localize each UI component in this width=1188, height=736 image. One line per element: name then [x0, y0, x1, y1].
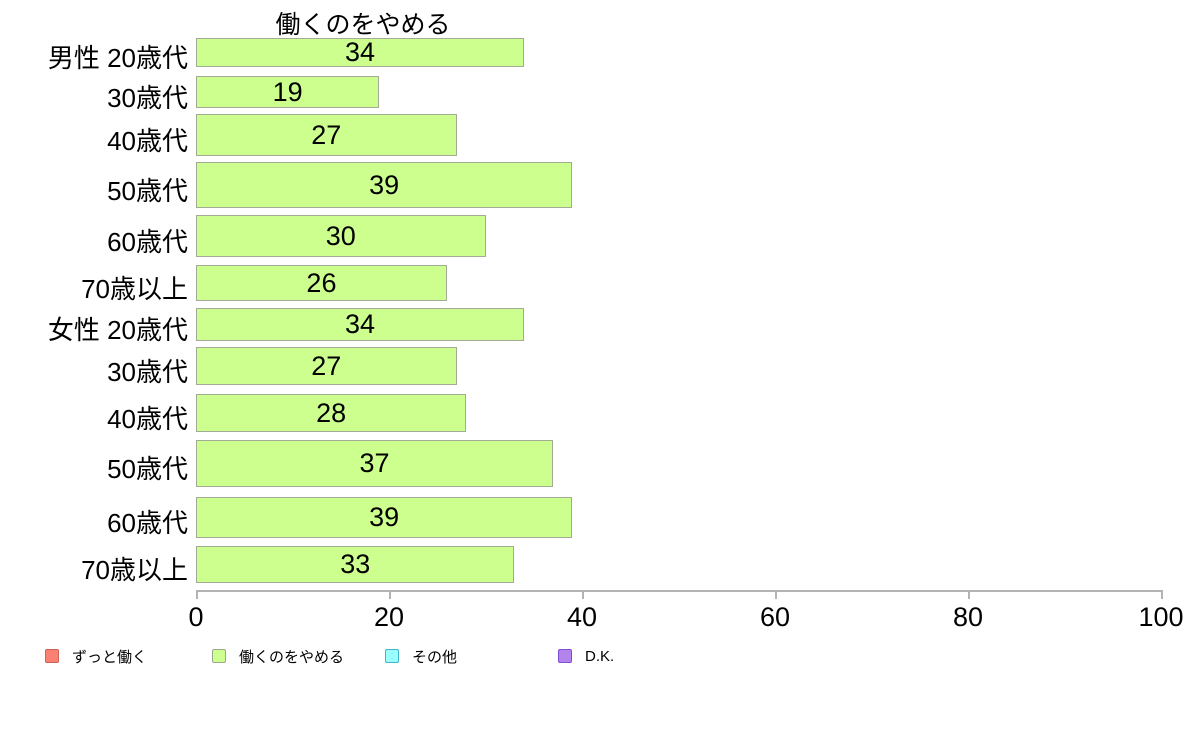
legend-swatch [45, 649, 59, 663]
legend-label: 働くのをやめる [239, 648, 345, 666]
bar-value-label: 27 [311, 350, 342, 381]
bar: 26 [196, 265, 447, 301]
bar: 34 [196, 307, 525, 341]
legend-swatch [385, 649, 399, 663]
bar: 27 [196, 347, 457, 385]
bar-value-label: 27 [311, 119, 342, 150]
category-label: 50歳代 [107, 454, 188, 484]
bar-value-label: 39 [369, 501, 400, 532]
x-axis-tick [775, 590, 777, 599]
category-label: 40歳代 [107, 126, 188, 156]
category-label: 60歳代 [107, 227, 188, 257]
legend-label: その他 [412, 648, 458, 666]
bar-value-label: 34 [345, 36, 376, 67]
x-axis-tick-label: 0 [188, 602, 204, 632]
bar: 33 [196, 545, 515, 583]
legend-item: 働くのをやめる [212, 647, 345, 666]
x-axis-tick-label: 100 [1138, 602, 1184, 632]
x-axis-tick [968, 590, 970, 599]
x-axis-tick-label: 60 [759, 602, 791, 632]
category-label: 70歳以上 [81, 555, 188, 585]
bar: 39 [196, 162, 573, 208]
legend-label: ずっと働く [72, 648, 148, 666]
category-label: 60歳代 [107, 508, 188, 538]
bar: 27 [196, 114, 457, 156]
bar: 37 [196, 439, 554, 487]
x-axis-tick [1161, 590, 1163, 599]
bar-value-label: 30 [325, 220, 356, 251]
chart-title: 働くのをやめる [275, 11, 451, 39]
x-axis-tick-label: 80 [952, 602, 984, 632]
category-label: 30歳代 [107, 83, 188, 113]
category-label: 男性 20歳代 [47, 43, 188, 73]
category-label: 女性 20歳代 [47, 315, 188, 345]
bar: 39 [196, 496, 573, 538]
legend-item: ずっと働く [45, 647, 148, 666]
bar-value-label: 39 [369, 169, 400, 200]
bar-value-label: 19 [272, 76, 303, 107]
legend-swatch [212, 649, 226, 663]
x-axis-line [196, 590, 1161, 592]
bar-value-label: 33 [340, 548, 371, 579]
bar-value-label: 26 [306, 267, 337, 298]
x-axis-tick [582, 590, 584, 599]
bar: 19 [196, 76, 380, 108]
bar-value-label: 28 [316, 397, 347, 428]
x-axis-tick-label: 20 [373, 602, 405, 632]
x-axis-tick-label: 40 [566, 602, 598, 632]
category-label: 40歳代 [107, 404, 188, 434]
x-axis-tick [389, 590, 391, 599]
legend-swatch [558, 649, 572, 663]
bar: 30 [196, 215, 486, 257]
legend-item: その他 [385, 647, 458, 666]
bar-value-label: 37 [359, 447, 390, 478]
x-axis-tick [196, 590, 198, 599]
bar-value-label: 34 [345, 308, 376, 339]
legend-label: D.K. [585, 647, 615, 665]
bar: 34 [196, 36, 525, 67]
bar: 28 [196, 394, 467, 432]
category-label: 70歳以上 [81, 274, 188, 304]
category-label: 30歳代 [107, 357, 188, 387]
legend-item: D.K. [558, 647, 614, 665]
category-label: 50歳代 [107, 176, 188, 206]
